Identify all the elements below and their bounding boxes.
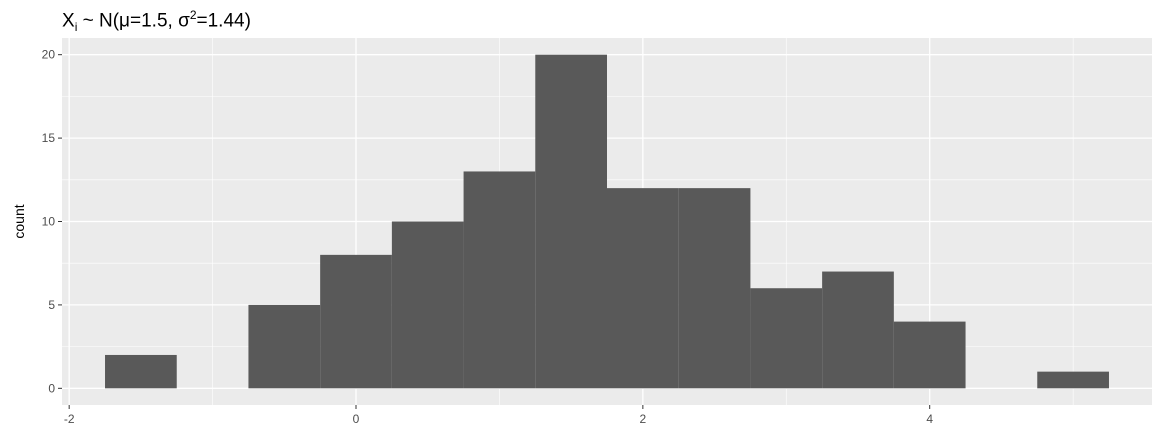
- histogram-bar: [535, 54, 607, 389]
- histogram-bar: [105, 354, 177, 389]
- histogram-bar: [1037, 371, 1109, 389]
- y-axis-title: count: [11, 204, 27, 238]
- histogram-bar: [750, 288, 823, 389]
- histogram-bar: [678, 188, 751, 389]
- histogram-bar: [463, 171, 536, 389]
- y-tick-label: 20: [42, 48, 56, 62]
- x-tick-label: 4: [926, 412, 933, 426]
- x-axis: -2 0 2 4: [64, 405, 933, 426]
- y-tick-label: 15: [42, 131, 56, 145]
- chart-title: Xi ~ N(μ=1.5, σ2=1.44): [62, 8, 251, 35]
- histogram-bar: [248, 304, 321, 389]
- histogram-bar: [320, 254, 392, 389]
- histogram-bar: [893, 321, 966, 389]
- y-axis: 0 5 10 15 20: [42, 48, 62, 395]
- x-tick-label: -2: [64, 412, 75, 426]
- histogram-bars: [105, 54, 1109, 389]
- x-tick-label: 2: [640, 412, 647, 426]
- histogram-bar: [822, 271, 894, 389]
- y-tick-label: 0: [48, 381, 55, 395]
- y-tick-label: 10: [42, 215, 56, 229]
- histogram-bar: [391, 221, 464, 389]
- x-tick-label: 0: [353, 412, 360, 426]
- histogram-bar: [607, 188, 679, 389]
- y-tick-label: 5: [48, 298, 55, 312]
